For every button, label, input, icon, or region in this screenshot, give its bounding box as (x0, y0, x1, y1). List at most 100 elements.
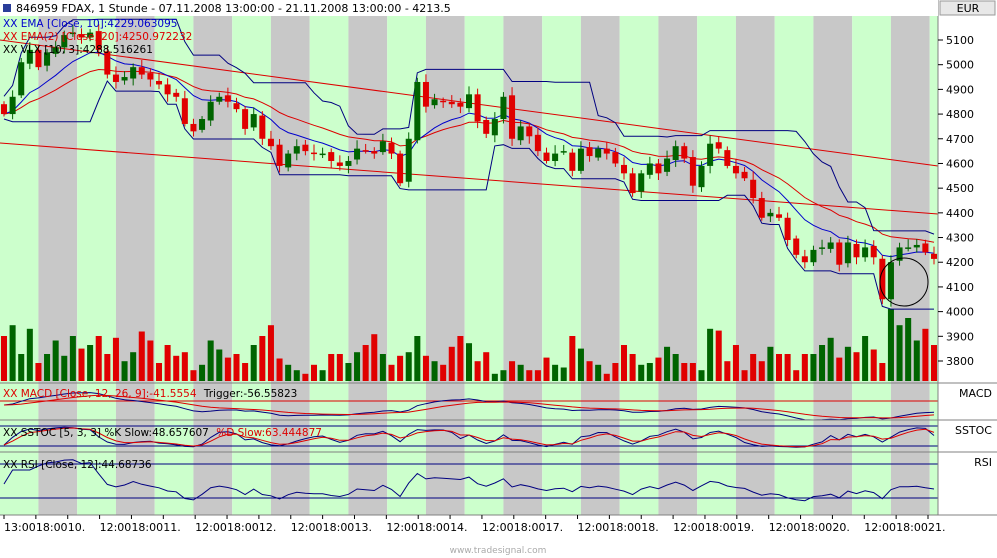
volume-bar (741, 370, 748, 381)
volume-bar (440, 364, 447, 381)
candle-body (52, 47, 59, 54)
candle-body (819, 247, 826, 249)
candle (319, 147, 326, 159)
vlx-label: XX VLX [10, 3]:4288.516261 (3, 44, 153, 56)
candle-body (302, 144, 309, 152)
volume-bar (414, 336, 421, 381)
candle-body (250, 114, 257, 128)
session-band-green (619, 16, 659, 515)
candle (9, 90, 16, 120)
candle (345, 156, 352, 174)
ema-label: XX EMA [Close, 10]:4229.063095 (3, 18, 177, 30)
candle (44, 49, 51, 72)
candle (104, 46, 111, 79)
candle-body (543, 152, 550, 161)
volume-bar (164, 345, 171, 381)
candle-body (862, 247, 869, 258)
candle (388, 137, 395, 160)
candle-body (577, 148, 584, 171)
candle (379, 133, 386, 155)
candle (930, 246, 938, 265)
volume-bar (577, 348, 584, 381)
candle (552, 145, 559, 167)
candle (526, 122, 533, 144)
candle (0, 101, 8, 117)
candle (422, 74, 429, 113)
volume-bar (491, 373, 498, 381)
highlight-circle (879, 257, 929, 307)
candle (922, 239, 929, 256)
candle-body (87, 32, 94, 38)
candle (155, 72, 163, 90)
candle (397, 150, 404, 187)
candle (655, 159, 662, 181)
x-tick-label: 20. (832, 521, 850, 534)
vlx-upper-line (3, 18, 935, 235)
x-tick-label: 21. (928, 521, 946, 534)
candle (801, 249, 808, 269)
candle-body (655, 163, 662, 174)
volume-bar (526, 370, 533, 381)
rsi-line (3, 459, 935, 502)
volume-bar (302, 373, 309, 381)
macd-tag: MACD (959, 387, 992, 400)
macd-label: XX MACD [Close, 12, 26, 9]:-41.5554 Trig… (3, 388, 297, 400)
volume-bar (78, 348, 85, 381)
candle-body (465, 94, 473, 109)
volume-bar (250, 345, 257, 381)
candle-body (397, 153, 404, 184)
volume-bar (397, 355, 404, 381)
volume-bar (216, 349, 223, 381)
candle (509, 87, 516, 146)
volume-bar (61, 355, 68, 381)
candle (224, 87, 231, 108)
candle (603, 142, 610, 160)
candle-body (26, 49, 33, 64)
volume-bar (130, 352, 137, 381)
sstoc-tag: SSTOC (955, 424, 992, 437)
candle-body (405, 138, 412, 182)
candle (707, 135, 714, 174)
session-band-gray (115, 16, 155, 515)
volume-bar (827, 337, 834, 381)
candle (862, 239, 869, 262)
sstoc-d-line (3, 427, 935, 448)
candle-body (328, 152, 335, 161)
volume-bar (207, 340, 214, 381)
volume-bar (500, 370, 507, 381)
rsi-label: XX RSI [Close, 12]:44.68736 (3, 459, 152, 471)
session-band-green (232, 16, 271, 515)
candle-body (775, 214, 783, 218)
macd-trigger-line (3, 394, 935, 419)
volume-bar (672, 354, 679, 381)
candle-body (121, 77, 128, 81)
candle (887, 255, 894, 307)
candle (500, 92, 507, 124)
y-tick-label: 4100 (946, 281, 974, 294)
chart-icon (3, 4, 11, 12)
candle (173, 88, 180, 102)
candle (732, 158, 739, 179)
candle (543, 147, 550, 164)
volume-bar (285, 364, 292, 381)
candle-body (732, 165, 739, 174)
candle-body (612, 152, 619, 164)
candle (267, 130, 274, 150)
candle-body (35, 49, 42, 68)
candle-body (319, 153, 326, 156)
candle (793, 235, 800, 259)
candle-body (844, 242, 851, 264)
volume-bar (190, 370, 197, 381)
x-tick-label: 18. (641, 521, 659, 534)
candle (18, 58, 25, 99)
currency-label-box (939, 0, 996, 16)
candle (61, 30, 68, 54)
volume-bar (715, 330, 722, 381)
candle-body (603, 148, 610, 154)
volume-bar (267, 325, 274, 381)
candle-body (267, 138, 274, 147)
volume-bar (173, 355, 180, 381)
candle (285, 150, 292, 172)
candle-body (681, 146, 688, 159)
candle-body (61, 35, 68, 48)
